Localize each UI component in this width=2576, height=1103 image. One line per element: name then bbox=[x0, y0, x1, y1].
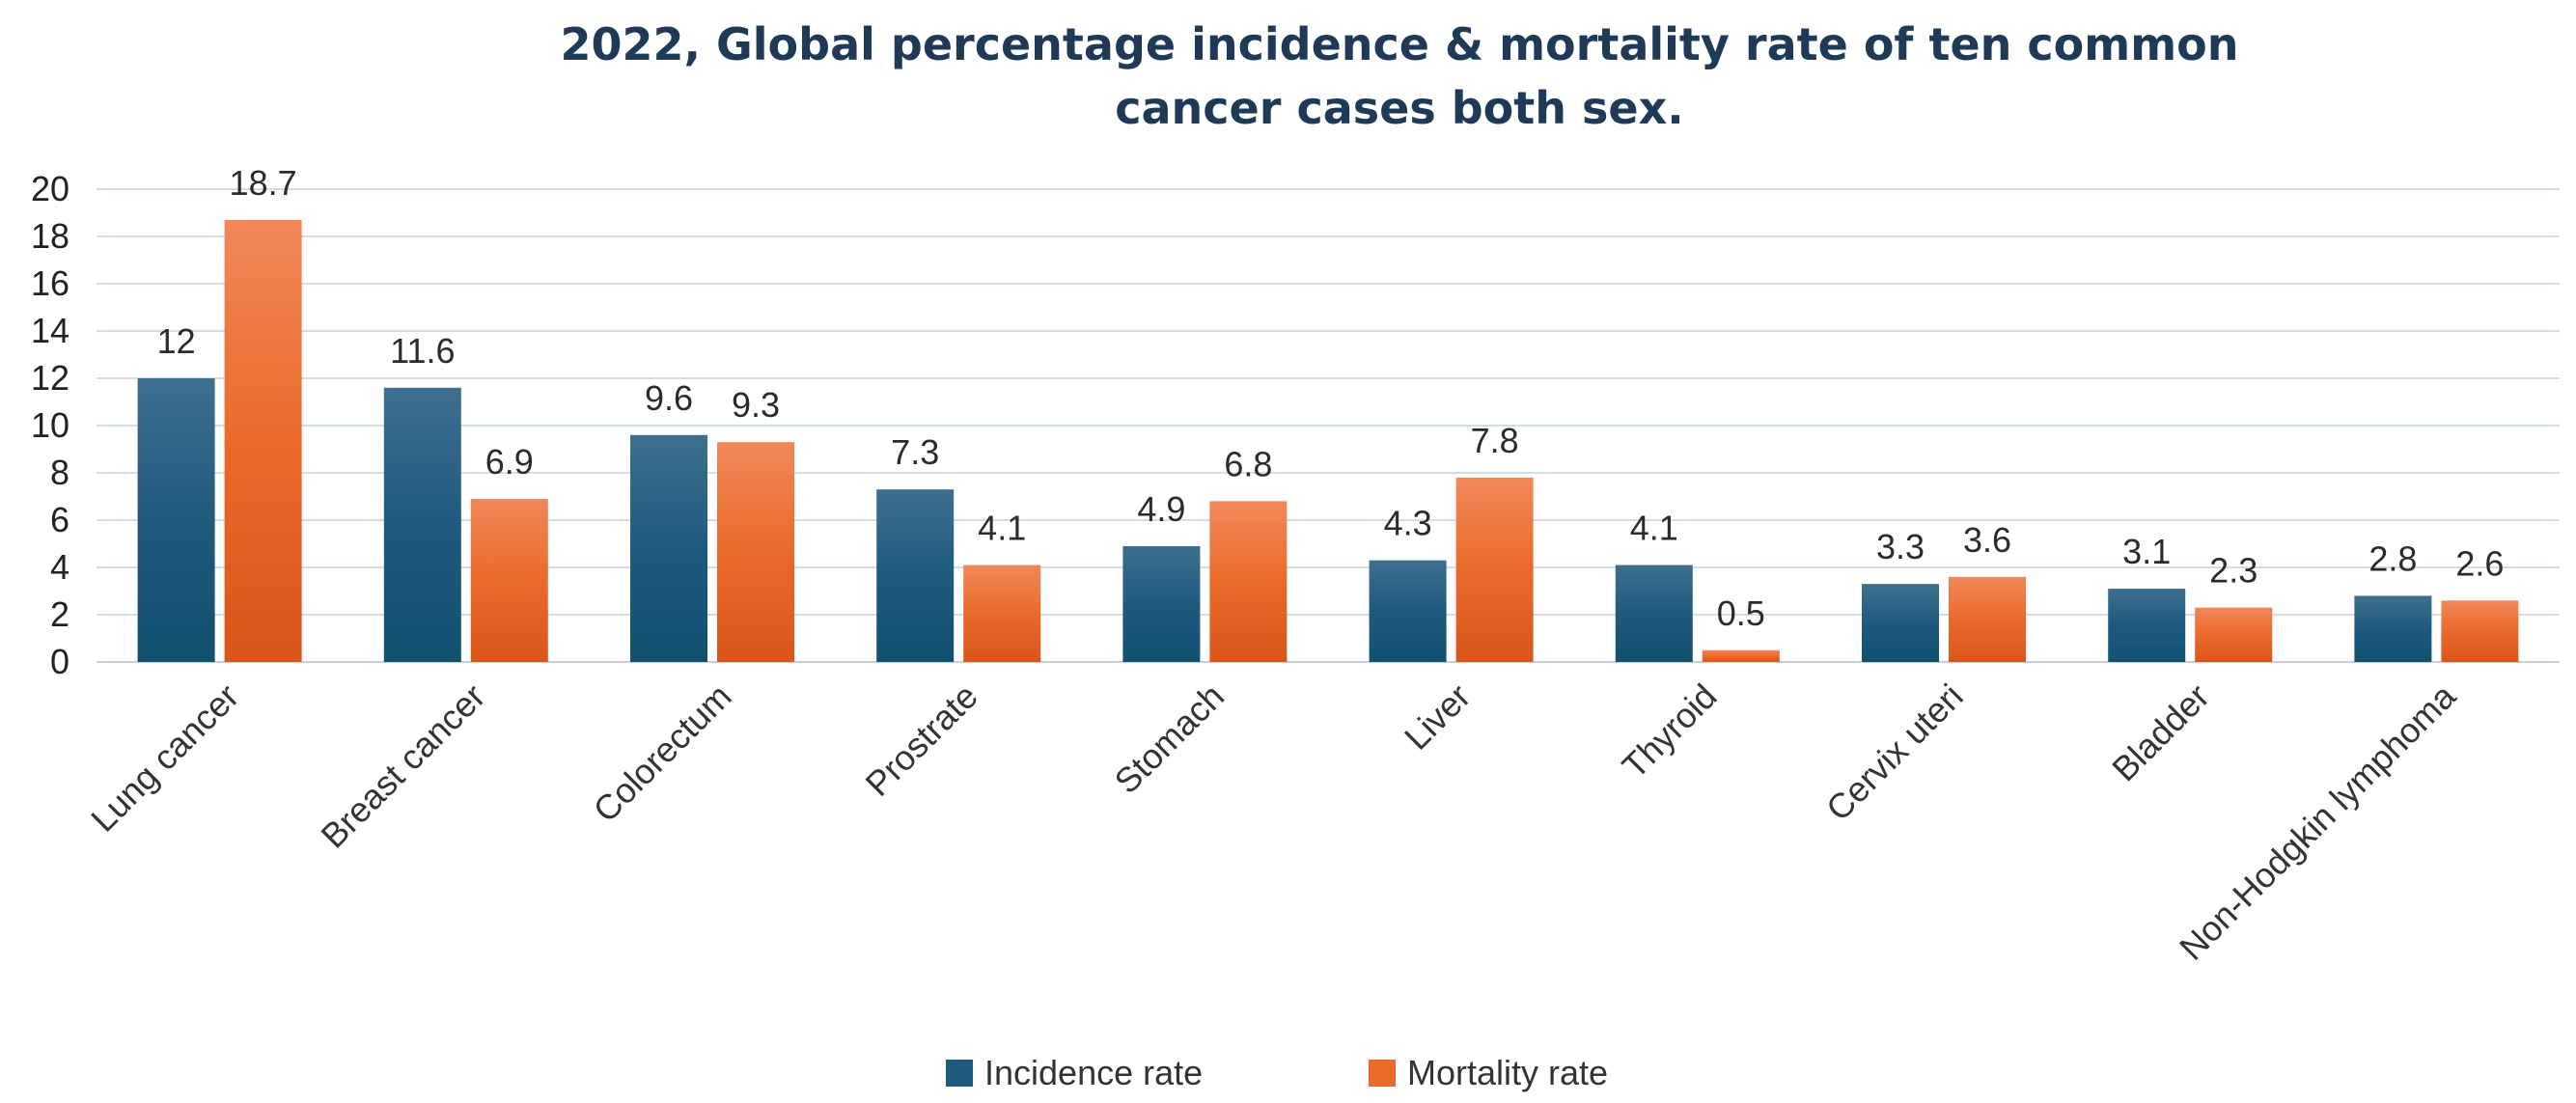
legend-item-incidence[interactable]: Incidence rate bbox=[946, 1053, 1203, 1092]
y-axis-ticks: 0 2 4 6 8 10 12 14 16 18 20 bbox=[31, 169, 69, 681]
x-tick-label: Breast cancer bbox=[313, 676, 492, 856]
x-tick-label: Lung cancer bbox=[83, 676, 246, 840]
data-label-mortality: 0.5 bbox=[1717, 593, 1765, 633]
data-label-mortality: 6.9 bbox=[485, 442, 534, 482]
bar-mortality[interactable] bbox=[1702, 649, 1780, 662]
x-tick-label: Prostrate bbox=[858, 676, 985, 804]
data-label-mortality: 7.8 bbox=[1471, 421, 1519, 460]
bar-mortality[interactable] bbox=[1949, 576, 2026, 662]
bar-incidence[interactable] bbox=[1369, 560, 1447, 662]
data-label-incidence: 3.3 bbox=[1876, 527, 1925, 566]
legend-label-incidence: Incidence rate bbox=[984, 1053, 1203, 1092]
data-label-mortality: 3.6 bbox=[1963, 520, 2011, 560]
data-label-incidence: 4.9 bbox=[1137, 489, 1185, 529]
legend-item-mortality[interactable]: Mortality rate bbox=[1369, 1053, 1608, 1092]
y-tick-label: 10 bbox=[31, 405, 69, 445]
bar-incidence[interactable] bbox=[137, 378, 215, 662]
bar-mortality[interactable] bbox=[1455, 477, 1534, 662]
bar-mortality[interactable] bbox=[224, 219, 302, 662]
legend-swatch-incidence bbox=[946, 1060, 973, 1087]
chart-title-line-2: cancer cases both sex. bbox=[1115, 82, 1684, 134]
legend: Incidence rate Mortality rate bbox=[946, 1053, 1608, 1092]
bar-mortality[interactable] bbox=[1209, 501, 1288, 662]
data-label-mortality: 2.6 bbox=[2455, 543, 2504, 583]
data-labels: 12 18.7 11.6 6.9 9.6 9.3 7.3 4.1 4.9 6.8 4.3 7.8 4.1… bbox=[157, 163, 2505, 633]
x-tick-label: Thyroid bbox=[1615, 676, 1725, 786]
bar-mortality[interactable] bbox=[963, 565, 1041, 662]
data-label-incidence: 11.6 bbox=[390, 331, 455, 371]
data-label-mortality: 6.8 bbox=[1224, 444, 1272, 483]
x-tick-label: Colorectum bbox=[586, 676, 739, 830]
data-label-incidence: 7.3 bbox=[891, 432, 939, 472]
y-tick-label: 12 bbox=[31, 358, 69, 398]
data-label-incidence: 4.1 bbox=[1630, 509, 1678, 548]
bar-incidence[interactable] bbox=[2354, 595, 2432, 662]
x-tick-label: Bladder bbox=[2104, 676, 2217, 789]
data-label-mortality: 4.1 bbox=[978, 509, 1026, 548]
bar-incidence[interactable] bbox=[2108, 589, 2186, 662]
gridlines bbox=[97, 188, 2560, 663]
y-tick-label: 8 bbox=[50, 453, 69, 492]
y-tick-label: 14 bbox=[31, 311, 69, 350]
data-label-mortality: 18.7 bbox=[230, 163, 297, 203]
data-label-incidence: 4.3 bbox=[1384, 504, 1432, 543]
bar-mortality[interactable] bbox=[470, 498, 548, 662]
y-tick-label: 2 bbox=[50, 594, 69, 634]
legend-label-mortality: Mortality rate bbox=[1407, 1053, 1608, 1092]
data-label-incidence: 12 bbox=[157, 321, 196, 361]
bar-incidence[interactable] bbox=[1122, 545, 1201, 662]
data-label-incidence: 9.6 bbox=[645, 378, 693, 418]
bar-incidence[interactable] bbox=[1615, 565, 1693, 662]
bar-incidence[interactable] bbox=[876, 489, 955, 662]
x-tick-label: Cervix uteri bbox=[1818, 676, 1971, 829]
data-label-incidence: 2.8 bbox=[2368, 538, 2417, 578]
y-tick-label: 0 bbox=[50, 642, 69, 681]
data-label-mortality: 9.3 bbox=[732, 385, 780, 425]
data-label-mortality: 2.3 bbox=[2209, 551, 2257, 591]
legend-swatch-mortality bbox=[1369, 1060, 1396, 1087]
y-tick-label: 4 bbox=[50, 547, 69, 587]
y-tick-label: 18 bbox=[31, 216, 69, 256]
bar-incidence[interactable] bbox=[630, 434, 707, 662]
bar-mortality[interactable] bbox=[2195, 607, 2273, 662]
x-axis-ticks: Lung cancer Breast cancer Colorectum Prostr… bbox=[83, 676, 2464, 968]
data-label-incidence: 3.1 bbox=[2122, 532, 2171, 571]
y-tick-label: 6 bbox=[50, 500, 69, 539]
bar-mortality[interactable] bbox=[2441, 600, 2519, 662]
y-tick-label: 20 bbox=[31, 169, 69, 208]
x-tick-label: Liver bbox=[1397, 676, 1478, 758]
y-tick-label: 16 bbox=[31, 263, 69, 303]
bar-incidence[interactable] bbox=[1862, 584, 1939, 662]
x-tick-label: Stomach bbox=[1107, 676, 1232, 801]
x-tick-label: Non-Hodgkin lymphoma bbox=[2172, 676, 2464, 968]
bar-incidence[interactable] bbox=[383, 387, 461, 662]
bars bbox=[137, 219, 2519, 662]
bar-mortality[interactable] bbox=[717, 442, 794, 662]
chart-title-line-1: 2022, Global percentage incidence & mort… bbox=[561, 18, 2239, 70]
